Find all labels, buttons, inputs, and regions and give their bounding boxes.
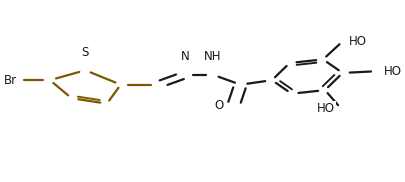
Text: HO: HO	[317, 102, 335, 115]
Text: S: S	[82, 46, 89, 59]
Text: HO: HO	[349, 35, 367, 48]
Text: Br: Br	[4, 74, 17, 87]
Text: HO: HO	[384, 65, 402, 78]
Text: O: O	[214, 99, 224, 112]
Text: N: N	[181, 50, 190, 63]
Text: NH: NH	[204, 50, 222, 63]
